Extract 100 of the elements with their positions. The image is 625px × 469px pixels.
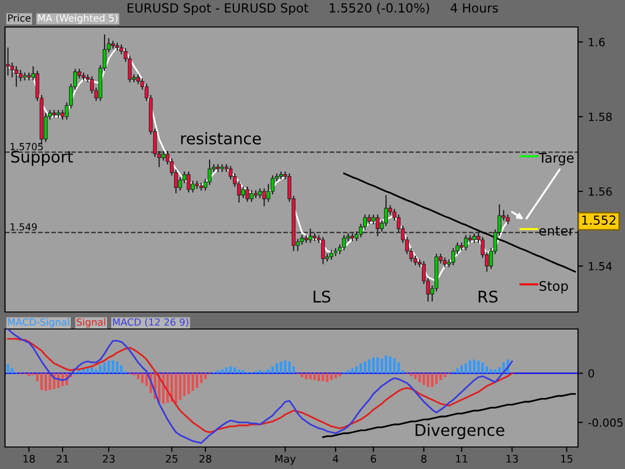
bar bbox=[393, 358, 396, 374]
bar bbox=[183, 373, 186, 396]
y-tick-label: -0.005 bbox=[588, 418, 623, 427]
candlestick bbox=[330, 249, 334, 260]
bar bbox=[477, 360, 480, 374]
bar bbox=[351, 368, 354, 374]
candlestick bbox=[241, 186, 246, 199]
bar bbox=[90, 367, 94, 374]
x-tick-label: 21 bbox=[56, 454, 68, 463]
y-tick-label: 1.58 bbox=[588, 112, 612, 122]
bar bbox=[384, 356, 388, 374]
bar bbox=[103, 362, 106, 374]
bar bbox=[300, 373, 304, 378]
text: MACD-Signal bbox=[8, 318, 69, 328]
bar bbox=[120, 365, 123, 374]
bar bbox=[196, 373, 198, 388]
candlestick bbox=[376, 214, 380, 237]
bar bbox=[271, 366, 274, 374]
x-tick-label: 25 bbox=[166, 454, 178, 463]
bar bbox=[234, 367, 236, 374]
x-tick-label: 23 bbox=[102, 454, 115, 463]
bar bbox=[313, 373, 316, 380]
bar bbox=[288, 361, 291, 374]
x-tick-label: 11 bbox=[456, 454, 468, 463]
candlestick bbox=[342, 234, 346, 251]
bar bbox=[388, 356, 392, 374]
bar bbox=[439, 373, 442, 380]
bar bbox=[40, 373, 43, 390]
bar bbox=[112, 360, 114, 374]
candlestick bbox=[14, 66, 18, 88]
bar bbox=[258, 370, 262, 374]
x-tick-label: 15 bbox=[561, 454, 572, 463]
candlestick bbox=[367, 214, 372, 225]
bar bbox=[309, 373, 312, 380]
bar bbox=[192, 373, 194, 391]
bar bbox=[410, 373, 412, 376]
bar bbox=[444, 373, 446, 378]
bar bbox=[472, 359, 476, 374]
bar bbox=[10, 368, 14, 374]
bar bbox=[418, 373, 421, 382]
bar bbox=[28, 373, 30, 376]
bar bbox=[397, 362, 400, 374]
series-label: MACD (12 26 9) bbox=[113, 318, 188, 327]
bar bbox=[200, 373, 202, 384]
annotation: Divergence bbox=[416, 424, 504, 440]
candlestick bbox=[258, 188, 262, 199]
bar bbox=[468, 360, 472, 374]
bar bbox=[229, 366, 232, 374]
x-tick-label: May bbox=[275, 454, 296, 465]
candlestick bbox=[442, 256, 447, 268]
ref-line-label: 1.5705 bbox=[10, 142, 43, 150]
annotation: Support bbox=[11, 150, 73, 166]
y-tick-label: 1.56 bbox=[588, 187, 612, 196]
bar bbox=[338, 373, 342, 376]
y-tick-label: 1.54 bbox=[588, 262, 612, 270]
bar bbox=[426, 373, 430, 388]
candlestick bbox=[161, 150, 166, 162]
y-tick-label: 1.6 bbox=[588, 38, 605, 46]
annotation: resistance bbox=[181, 132, 261, 144]
bar bbox=[6, 364, 10, 374]
bar bbox=[48, 373, 52, 390]
bar bbox=[380, 358, 384, 374]
bar bbox=[44, 373, 48, 391]
bar bbox=[456, 368, 459, 374]
ref-line-label: 1.549 bbox=[10, 223, 37, 231]
x-tick-label: 18 bbox=[23, 454, 35, 463]
x-tick-label: 8 bbox=[421, 454, 426, 463]
candlestick bbox=[321, 236, 325, 265]
candlestick bbox=[254, 190, 258, 199]
x-tick-label: 4 bbox=[332, 454, 338, 463]
y-tick-label: 0 bbox=[588, 369, 594, 378]
bar bbox=[116, 361, 118, 374]
bar bbox=[187, 373, 190, 394]
candlestick bbox=[451, 248, 456, 266]
bar bbox=[108, 360, 110, 374]
bar bbox=[368, 359, 370, 374]
bar bbox=[330, 373, 333, 380]
bar bbox=[326, 373, 328, 382]
bar bbox=[99, 365, 102, 374]
candlestick bbox=[506, 214, 510, 225]
x-tick-label: 13 bbox=[506, 454, 518, 463]
x-tick-label: 6 bbox=[370, 454, 376, 463]
bar bbox=[498, 367, 501, 374]
bar bbox=[141, 373, 144, 384]
bar bbox=[360, 363, 362, 374]
bar bbox=[376, 358, 379, 374]
bar bbox=[178, 373, 182, 400]
candlestick bbox=[178, 176, 182, 192]
x-tick-label: 28 bbox=[200, 454, 212, 463]
bar bbox=[435, 373, 438, 384]
bar bbox=[204, 373, 207, 380]
bar bbox=[174, 373, 178, 404]
bar bbox=[364, 361, 366, 374]
bar bbox=[481, 362, 484, 374]
bar bbox=[355, 366, 358, 374]
candlestick bbox=[464, 234, 468, 251]
bar bbox=[36, 373, 39, 382]
bar bbox=[225, 367, 228, 374]
candlestick bbox=[246, 186, 250, 202]
series-label: Targe bbox=[538, 153, 574, 166]
